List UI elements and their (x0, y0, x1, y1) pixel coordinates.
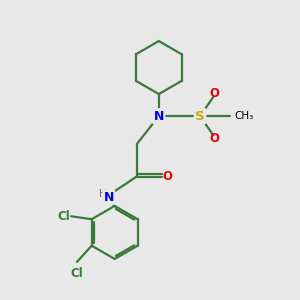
Text: Cl: Cl (70, 267, 83, 280)
Text: O: O (210, 132, 220, 145)
Text: N: N (154, 110, 164, 123)
Text: CH₃: CH₃ (234, 111, 253, 121)
Text: H: H (99, 189, 107, 199)
Text: S: S (195, 110, 205, 123)
Text: O: O (210, 87, 220, 100)
Text: O: O (162, 170, 172, 183)
Text: N: N (103, 190, 114, 204)
Text: Cl: Cl (57, 210, 70, 223)
